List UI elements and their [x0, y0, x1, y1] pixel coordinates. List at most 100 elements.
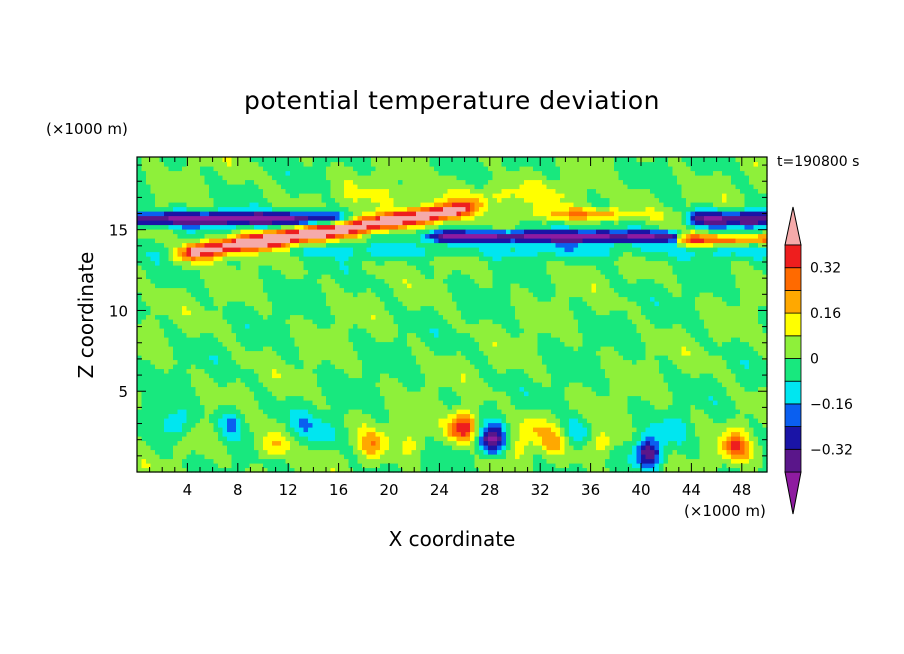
field-cell [245, 463, 251, 469]
field-cell [141, 427, 147, 433]
field-cell [294, 395, 300, 401]
field-cell [209, 400, 215, 406]
field-cell [182, 404, 188, 410]
field-cell [155, 395, 161, 401]
field-cell [389, 238, 395, 244]
field-cell [263, 323, 269, 329]
field-cell [240, 436, 246, 442]
field-cell [236, 274, 242, 280]
field-cell [335, 458, 341, 464]
field-cell [411, 301, 417, 307]
field-cell [272, 184, 278, 190]
field-cell [366, 368, 372, 374]
field-cell [303, 422, 309, 428]
field-cell [380, 197, 386, 203]
field-cell [155, 418, 161, 424]
field-cell [434, 350, 440, 356]
field-cell [249, 404, 255, 410]
field-cell [213, 463, 219, 469]
field-cell [402, 400, 408, 406]
field-cell [164, 238, 170, 244]
field-cell [245, 202, 251, 208]
field-cell [375, 404, 381, 410]
field-cell [447, 197, 453, 203]
field-cell [398, 296, 404, 302]
field-cell [402, 292, 408, 298]
field-cell [339, 418, 345, 424]
field-cell [204, 395, 210, 401]
field-cell [168, 323, 174, 329]
field-cell [254, 283, 260, 289]
field-cell [303, 179, 309, 185]
field-cell [303, 323, 309, 329]
field-cell [362, 350, 368, 356]
field-cell [330, 409, 336, 415]
field-cell [227, 242, 233, 248]
field-cell [227, 238, 233, 244]
field-cell [357, 188, 363, 194]
field-cell [281, 247, 287, 253]
field-cell [200, 431, 206, 437]
field-cell [155, 391, 161, 397]
field-cell [227, 355, 233, 361]
field-cell [150, 247, 156, 253]
field-cell [281, 409, 287, 415]
field-cell [276, 395, 282, 401]
field-cell [227, 445, 233, 451]
field-cell [389, 206, 395, 212]
field-cell [245, 332, 251, 338]
field-cell [362, 242, 368, 248]
field-cell [137, 422, 143, 428]
field-cell [308, 310, 314, 316]
field-cell [186, 256, 192, 262]
field-cell [150, 184, 156, 190]
field-cell [164, 458, 170, 464]
field-cell [447, 440, 453, 446]
field-cell [254, 337, 260, 343]
field-cell [222, 287, 228, 293]
field-cell [357, 256, 363, 262]
field-cell [303, 445, 309, 451]
field-cell [249, 166, 255, 172]
field-cell [357, 355, 363, 361]
field-cell [398, 391, 404, 397]
field-cell [227, 170, 233, 176]
field-cell [141, 328, 147, 334]
field-cell [245, 346, 251, 352]
field-cell [249, 197, 255, 203]
field-cell [330, 359, 336, 365]
field-cell [425, 184, 431, 190]
field-cell [231, 445, 237, 451]
field-cell [389, 377, 395, 383]
field-cell [375, 355, 381, 361]
field-cell [204, 188, 210, 194]
field-cell [218, 463, 224, 469]
field-cell [258, 436, 264, 442]
field-cell [150, 269, 156, 275]
field-cell [425, 377, 431, 383]
field-cell [362, 193, 368, 199]
field-cell [335, 332, 341, 338]
field-cell [276, 346, 282, 352]
field-cell [389, 175, 395, 181]
field-cell [213, 211, 219, 217]
field-cell [168, 355, 174, 361]
field-cell [294, 310, 300, 316]
field-cell [146, 278, 152, 284]
field-cell [159, 260, 165, 266]
field-cell [425, 202, 431, 208]
field-cell [182, 449, 188, 455]
field-cell [402, 274, 408, 280]
field-cell [344, 179, 350, 185]
field-cell [456, 467, 462, 473]
field-cell [186, 278, 192, 284]
field-cell [308, 157, 314, 163]
field-cell [447, 386, 453, 392]
field-cell [137, 215, 143, 221]
field-cell [407, 238, 413, 244]
field-cell [290, 418, 296, 424]
field-cell [438, 422, 444, 428]
field-cell [249, 395, 255, 401]
field-cell [245, 157, 251, 163]
field-cell [380, 454, 386, 460]
